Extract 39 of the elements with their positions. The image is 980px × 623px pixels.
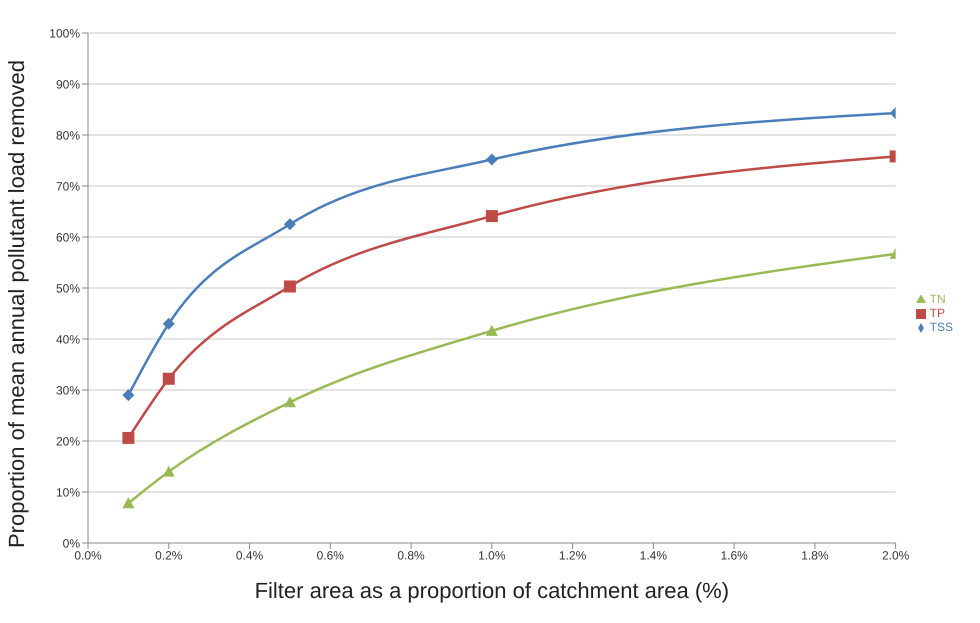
y-tick-label: 60% [56,230,80,244]
legend-label: TP [930,306,945,320]
y-tick-label: 20% [56,434,80,448]
x-tick-label: 1.0% [478,548,506,563]
x-tick-label: 1.6% [720,548,748,563]
x-tick-label: 0.4% [236,548,264,563]
y-tick-label: 50% [56,281,80,296]
point [284,396,296,408]
y-tick-label: 40% [56,332,80,346]
x-tick-label: 1.4% [640,548,668,563]
y-tick-label: 10% [56,485,80,500]
x-tick-label: 2.0% [882,548,910,563]
point [162,318,175,330]
y-tick-label: 90% [56,77,80,92]
x-tick-label: 1.2% [558,548,587,563]
y-tick-label: 100% [49,26,80,40]
point [122,497,134,508]
y-tick-label: 30% [56,383,80,398]
point [162,372,175,385]
y-tick-label: 70% [56,179,80,194]
x-tick-label: 0.0% [74,548,102,563]
x-tick-label: 0.8% [397,548,426,563]
point [486,324,498,336]
x-tick-label: 0.2% [155,548,183,563]
point [162,466,175,477]
y-tick-label: 0% [62,536,80,550]
x-tick-label: 1.8% [801,548,829,563]
x-tick-label: 0.6% [316,548,344,563]
point [122,389,134,402]
legend-label: TN [930,292,946,306]
x-axis-title: Filter area as a proportion of catchment area (%) [254,578,730,603]
y-tick-label: 80% [56,128,80,142]
point [486,210,498,222]
point [486,153,498,166]
point [122,432,134,444]
point [284,218,296,230]
y-axis-title: Proportion of mean annual pollutant load removed [4,60,29,548]
legend-label: TSS [930,320,953,334]
point [284,280,296,292]
